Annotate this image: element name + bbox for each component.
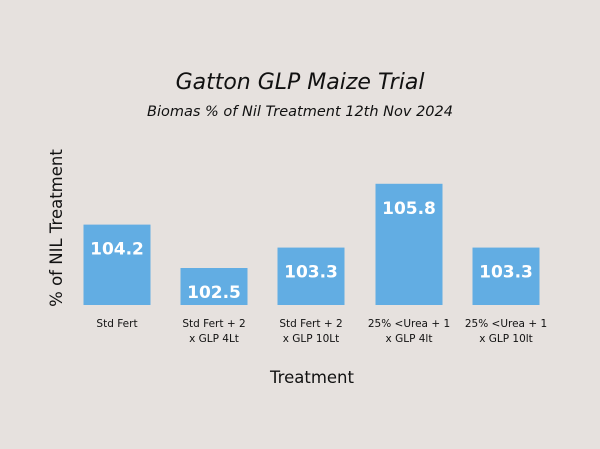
- bar-4: [375, 183, 443, 305]
- bar-value-label-5: 103.3: [479, 263, 533, 283]
- category-label-1: Std Fert: [96, 318, 137, 330]
- bar-1: [83, 224, 151, 305]
- bar-5: [472, 247, 540, 305]
- chart-subtitle: Biomas % of Nil Treatment 12th Nov 2024: [147, 104, 453, 120]
- chart-title: Gatton GLP Maize Trial: [175, 70, 425, 95]
- bars-group: [83, 183, 540, 305]
- value-labels-group: 104.2 102.5 103.3 105.8 103.3: [90, 199, 533, 303]
- bar-value-label-4: 105.8: [382, 199, 436, 219]
- bar-value-label-2: 102.5: [187, 283, 241, 303]
- bar-2: [180, 267, 248, 305]
- y-axis-label: % of NIL Treatment: [47, 149, 66, 307]
- bar-value-label-3: 103.3: [284, 263, 338, 283]
- x-axis-label: Treatment: [269, 368, 354, 387]
- bar-3: [277, 247, 345, 305]
- bar-value-label-1: 104.2: [90, 240, 144, 260]
